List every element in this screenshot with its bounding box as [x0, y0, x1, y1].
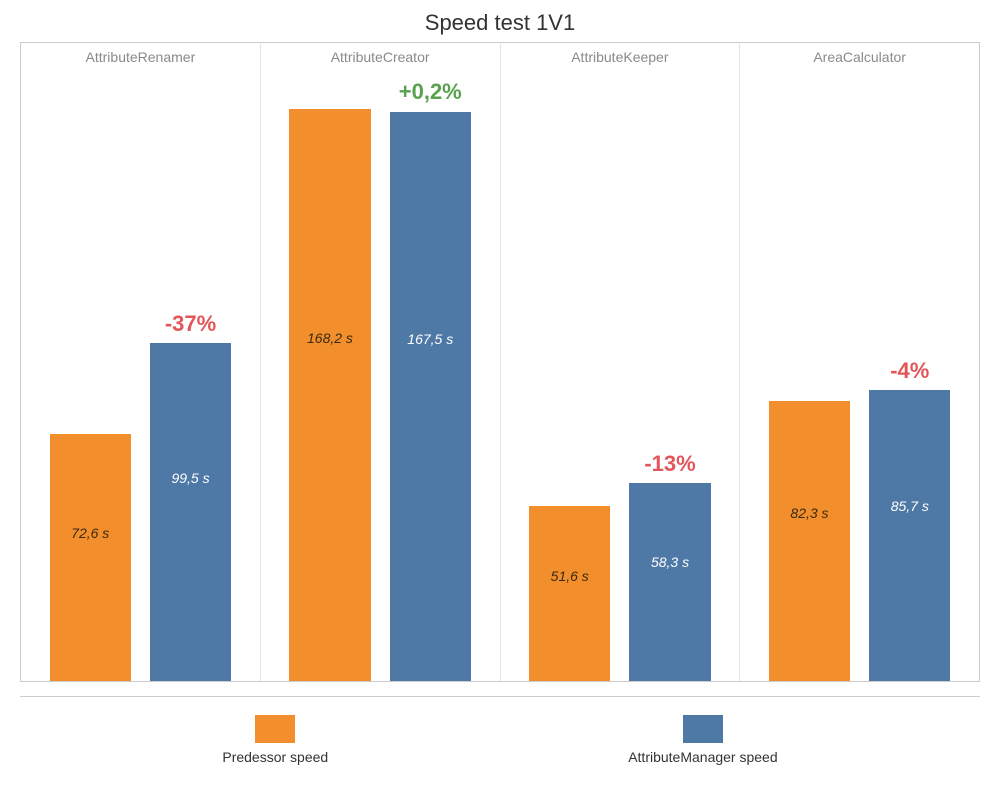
bar-predecessor: 168,2 s	[289, 109, 370, 681]
delta-label: -4%	[869, 358, 950, 384]
bar-value-label: 99,5 s	[150, 470, 231, 486]
bar-value-label: 82,3 s	[769, 505, 850, 521]
legend-swatch-manager	[683, 715, 723, 743]
bar-value-label: 51,6 s	[529, 568, 610, 584]
bar-manager: 85,7 s	[869, 390, 950, 681]
panel-header: AttributeKeeper	[501, 43, 740, 69]
panel-row: AttributeRenamer72,6 s99,5 s-37%Attribut…	[20, 42, 980, 682]
panel-0: AttributeRenamer 72,6 s 99,5 s -37%	[20, 42, 261, 681]
bar-predecessor: 51,6 s	[529, 506, 610, 681]
panel-header: AttributeRenamer	[21, 43, 260, 69]
legend-label-predecessor: Predessor speed	[222, 749, 328, 765]
legend-swatch-predecessor	[255, 715, 295, 743]
delta-label: -37%	[150, 311, 231, 337]
panel-1: AttributeCreator 168,2 s 167,5 s +0,2%	[261, 42, 501, 681]
delta-label: -13%	[629, 451, 710, 477]
bar-manager: 58,3 s	[629, 483, 710, 681]
bar-predecessor: 82,3 s	[769, 401, 850, 681]
panel-plot: 51,6 s 58,3 s -13%	[501, 69, 740, 681]
panel-plot: 82,3 s 85,7 s -4%	[740, 69, 979, 681]
bar-value-label: 167,5 s	[390, 331, 471, 347]
bar-value-label: 85,7 s	[869, 498, 950, 514]
bar-value-label: 168,2 s	[289, 330, 370, 346]
legend-item-manager: AttributeManager speed	[628, 715, 777, 765]
delta-label: +0,2%	[390, 79, 471, 105]
bar-manager: 99,5 s	[150, 343, 231, 681]
speed-test-chart: Speed test 1V1 AttributeRenamer 72,6 s 99,…	[0, 0, 1000, 800]
panel-2: AttributeKeeper 51,6 s 58,3 s -13%	[501, 42, 741, 681]
panel-header: AttributeCreator	[261, 43, 500, 69]
legend-divider	[20, 696, 980, 697]
legend: Predessor speed AttributeManager speed	[20, 715, 980, 765]
bar-value-label: 58,3 s	[629, 554, 710, 570]
panel-plot: 168,2 s 167,5 s +0,2%	[261, 69, 500, 681]
panel-header: AreaCalculator	[740, 43, 979, 69]
legend-item-predecessor: Predessor speed	[222, 715, 328, 765]
bar-manager: 167,5 s	[390, 112, 471, 682]
bar-predecessor: 72,6 s	[50, 434, 131, 681]
chart-title: Speed test 1V1	[20, 10, 980, 36]
bar-value-label: 72,6 s	[50, 525, 131, 541]
panel-plot: 72,6 s 99,5 s -37%	[21, 69, 260, 681]
panel-3: AreaCalculator 82,3 s 85,7 s -4%	[740, 42, 980, 681]
legend-label-manager: AttributeManager speed	[628, 749, 777, 765]
